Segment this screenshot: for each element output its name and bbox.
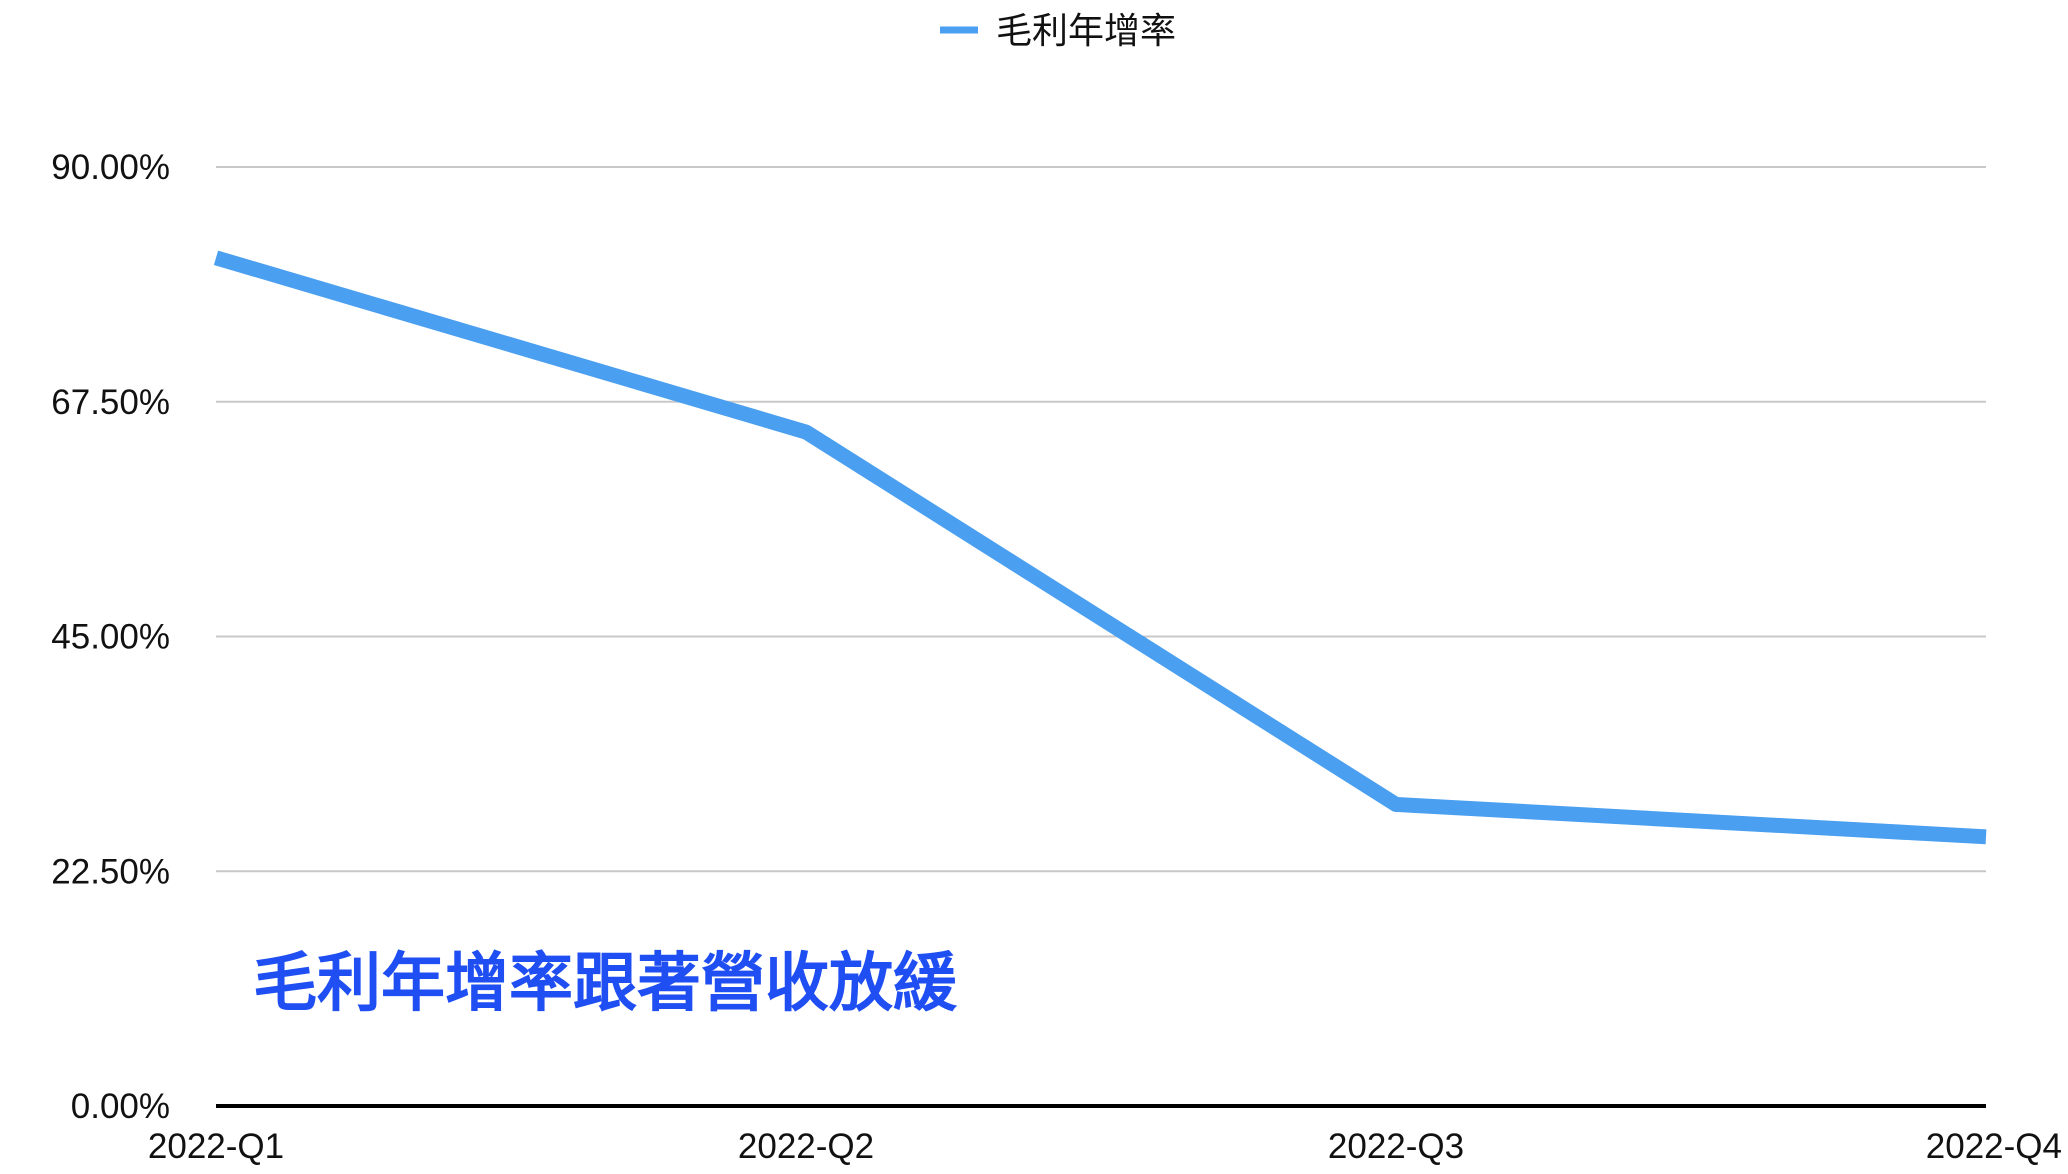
x-tick-label: 2022-Q4 — [1926, 1127, 2062, 1166]
x-axis-tick-labels: 2022-Q1 2022-Q2 2022-Q3 2022-Q4 — [148, 1127, 2062, 1166]
x-tick-label: 2022-Q2 — [738, 1127, 874, 1166]
legend-label: 毛利年增率 — [996, 11, 1176, 52]
y-tick-label: 45.00% — [51, 618, 170, 657]
series-line — [213, 250, 1987, 845]
gridlines — [216, 166, 1986, 1108]
y-tick-label: 22.50% — [51, 852, 170, 891]
x-tick-label: 2022-Q1 — [148, 1127, 284, 1166]
series-lines — [213, 250, 1987, 845]
y-tick-label: 67.50% — [51, 383, 170, 422]
y-axis-tick-labels: 0.00% 22.50% 45.00% 67.50% 90.00% — [51, 148, 170, 1126]
x-tick-label: 2022-Q3 — [1328, 1127, 1464, 1166]
y-tick-label: 90.00% — [51, 148, 170, 187]
y-tick-label: 0.00% — [71, 1087, 170, 1126]
legend: 毛利年增率 — [940, 11, 1176, 52]
chart-annotation: 毛利年增率跟著營收放緩 — [253, 947, 958, 1021]
